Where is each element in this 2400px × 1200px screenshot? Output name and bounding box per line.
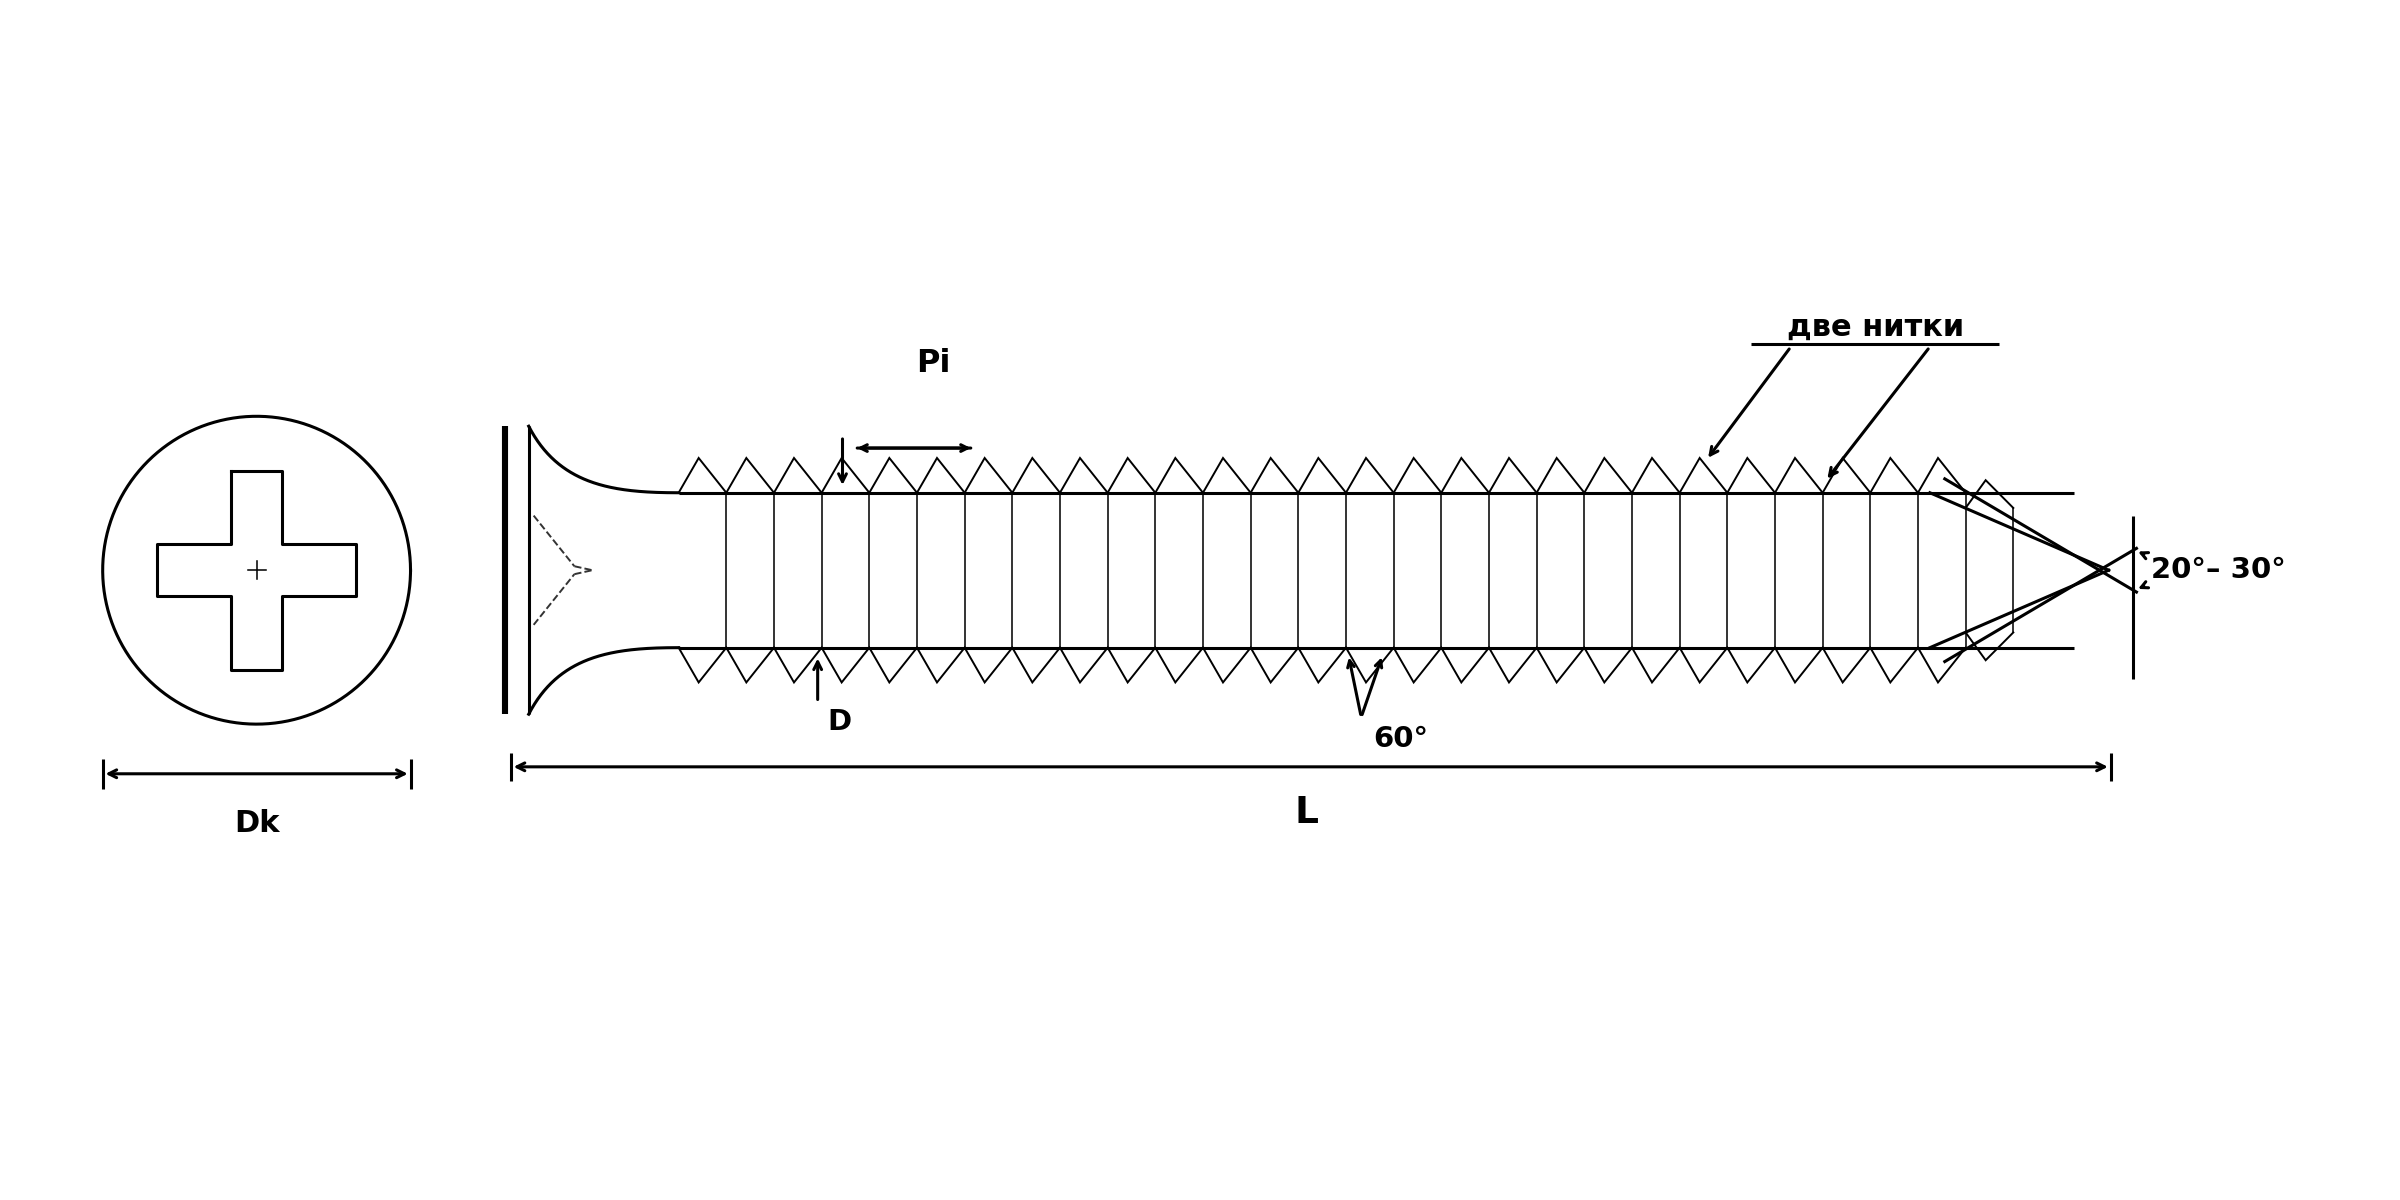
- Text: D: D: [828, 708, 852, 737]
- Text: две нитки: две нитки: [1786, 313, 1963, 342]
- Text: Pi: Pi: [917, 348, 950, 378]
- Text: 60°: 60°: [1373, 725, 1428, 754]
- Text: 20°– 30°: 20°– 30°: [2150, 557, 2287, 584]
- Text: L: L: [1294, 794, 1318, 830]
- Text: Dk: Dk: [233, 809, 278, 838]
